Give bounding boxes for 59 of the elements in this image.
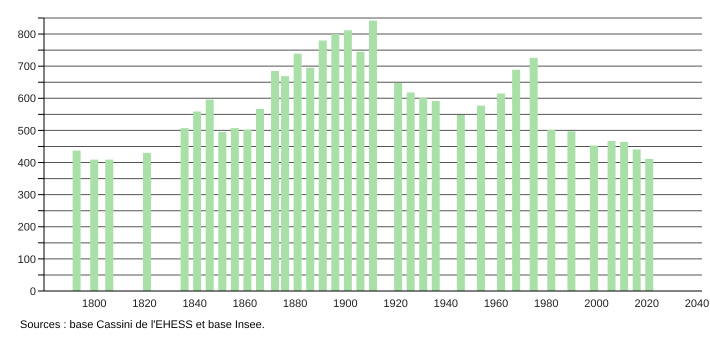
bar xyxy=(406,92,415,291)
bar xyxy=(318,40,327,291)
bar xyxy=(530,58,538,291)
y-tick-label: 200 xyxy=(18,222,36,234)
x-tick-label: 1820 xyxy=(132,298,157,310)
y-tick-label: 0 xyxy=(30,286,36,298)
bar xyxy=(432,100,440,291)
x-tick-label: 2000 xyxy=(584,298,609,310)
bar xyxy=(180,128,189,291)
bar xyxy=(256,108,264,291)
x-tick-label: 1840 xyxy=(182,298,207,310)
bar xyxy=(356,52,364,291)
x-tick-label: 1940 xyxy=(434,298,458,310)
bar xyxy=(105,160,114,291)
x-tick-label: 1800 xyxy=(82,298,106,310)
bar xyxy=(590,146,598,291)
bar xyxy=(567,131,576,291)
bar xyxy=(608,141,616,291)
x-tick-label: 1980 xyxy=(534,298,559,310)
bar xyxy=(306,68,314,291)
bar xyxy=(344,30,352,291)
x-tick-label: 1880 xyxy=(282,298,308,310)
bar xyxy=(281,76,290,291)
bar xyxy=(547,130,556,291)
bar xyxy=(218,132,226,291)
y-tick-label: 800 xyxy=(18,28,36,41)
bar xyxy=(456,114,465,291)
bar xyxy=(645,158,654,291)
bar xyxy=(497,93,506,291)
y-tick-label: 300 xyxy=(18,190,36,202)
x-tick-label: 2020 xyxy=(634,298,659,310)
bar xyxy=(620,142,628,291)
bar xyxy=(230,128,239,291)
bar xyxy=(331,34,340,291)
bar xyxy=(476,106,485,291)
bar xyxy=(90,160,98,291)
bar xyxy=(193,111,202,291)
bar xyxy=(243,129,252,291)
bar xyxy=(72,150,81,291)
x-tick-label: 2040 xyxy=(684,298,710,310)
bar xyxy=(512,70,520,291)
bar xyxy=(632,149,641,291)
source-note: Sources : base Cassini de l'EHESS et base Insee. xyxy=(20,319,266,331)
bar xyxy=(271,70,280,291)
y-tick-label: 700 xyxy=(18,61,36,74)
y-tick-label: 500 xyxy=(18,125,36,138)
x-tick-label: 1920 xyxy=(383,298,408,310)
bar xyxy=(142,152,151,291)
bar xyxy=(394,82,402,291)
bar xyxy=(419,98,428,291)
y-tick-label: 400 xyxy=(18,157,36,170)
x-tick-label: 1860 xyxy=(232,298,258,310)
y-tick-label: 600 xyxy=(18,93,36,106)
x-tick-label: 1900 xyxy=(333,298,358,310)
bar xyxy=(368,20,377,291)
bar xyxy=(206,100,214,291)
x-tick-label: 1960 xyxy=(484,298,508,310)
y-tick-label: 100 xyxy=(18,254,36,266)
bar xyxy=(294,54,302,291)
